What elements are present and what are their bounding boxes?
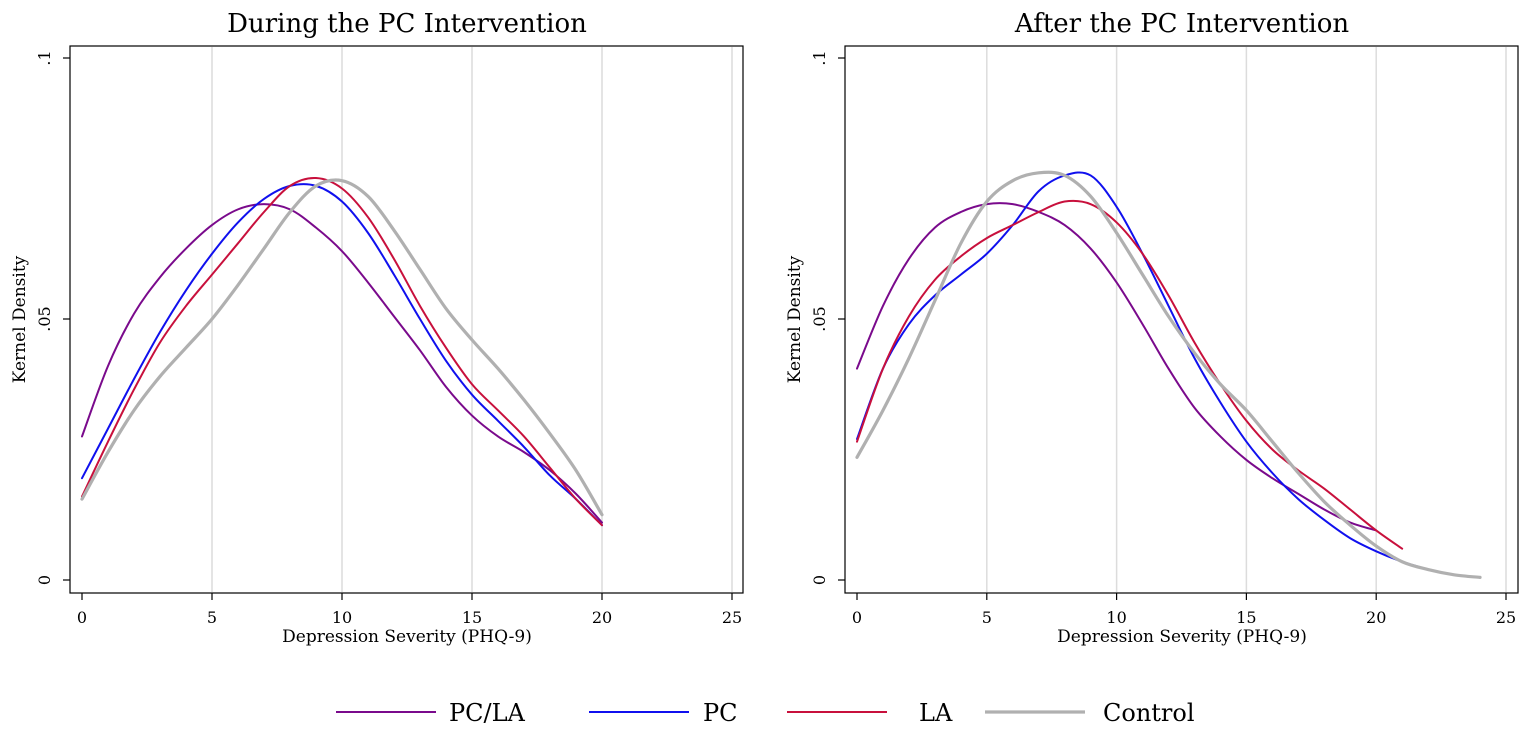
y-tick-label: .1 bbox=[35, 50, 54, 65]
x-axis-label: Depression Severity (PHQ-9) bbox=[1057, 627, 1307, 647]
series-line-control bbox=[855, 170, 1482, 579]
legend-label-control: Control bbox=[1103, 699, 1195, 727]
series-line-pc-la bbox=[856, 202, 1378, 532]
y-tick-label: 0 bbox=[35, 575, 54, 585]
x-tick-label: 25 bbox=[722, 608, 742, 627]
x-tick-label: 0 bbox=[852, 608, 862, 627]
chart-panel-during: During the PC Intervention 0 5 10 15 20 25 0 .05… bbox=[10, 9, 744, 647]
series-line-la bbox=[856, 199, 1404, 550]
x-tick-label: 20 bbox=[592, 608, 612, 627]
series-line-la bbox=[81, 177, 603, 527]
chart-title: After the PC Intervention bbox=[1014, 9, 1349, 39]
y-tick-label: .05 bbox=[810, 306, 829, 331]
y-axis-label: Kernel Density bbox=[10, 255, 30, 383]
y-tick-label: 0 bbox=[810, 575, 829, 585]
y-tick-label: .05 bbox=[35, 306, 54, 331]
series-line-pc bbox=[856, 171, 1430, 571]
x-tick-label: 15 bbox=[462, 608, 482, 627]
series-line-control bbox=[80, 178, 604, 517]
chart-panel-after: After the PC Intervention 0 5 10 15 20 25 0 .05.… bbox=[785, 9, 1519, 647]
x-axis-label: Depression Severity (PHQ-9) bbox=[282, 627, 532, 647]
x-tick-label: 5 bbox=[982, 608, 992, 627]
x-tick-label: 10 bbox=[1106, 608, 1126, 627]
chart-title: During the PC Intervention bbox=[227, 9, 587, 39]
x-tick-label: 10 bbox=[332, 608, 352, 627]
series-line-pc-la bbox=[81, 203, 603, 524]
legend-label-pc-la: PC/LA bbox=[449, 699, 526, 727]
x-tick-label: 5 bbox=[207, 608, 217, 627]
x-tick-label: 0 bbox=[77, 608, 87, 627]
x-tick-label: 15 bbox=[1236, 608, 1256, 627]
legend-label-la: LA bbox=[919, 699, 953, 727]
plot-frame bbox=[69, 45, 744, 594]
legend-label-pc: PC bbox=[703, 699, 738, 727]
y-tick-label: .1 bbox=[810, 50, 829, 65]
y-axis-label: Kernel Density bbox=[785, 255, 805, 383]
series-line-pc bbox=[81, 183, 603, 527]
x-tick-label: 20 bbox=[1366, 608, 1386, 627]
x-tick-label: 25 bbox=[1496, 608, 1516, 627]
chart-legend: PC/LA PC LA Control bbox=[336, 699, 1195, 727]
